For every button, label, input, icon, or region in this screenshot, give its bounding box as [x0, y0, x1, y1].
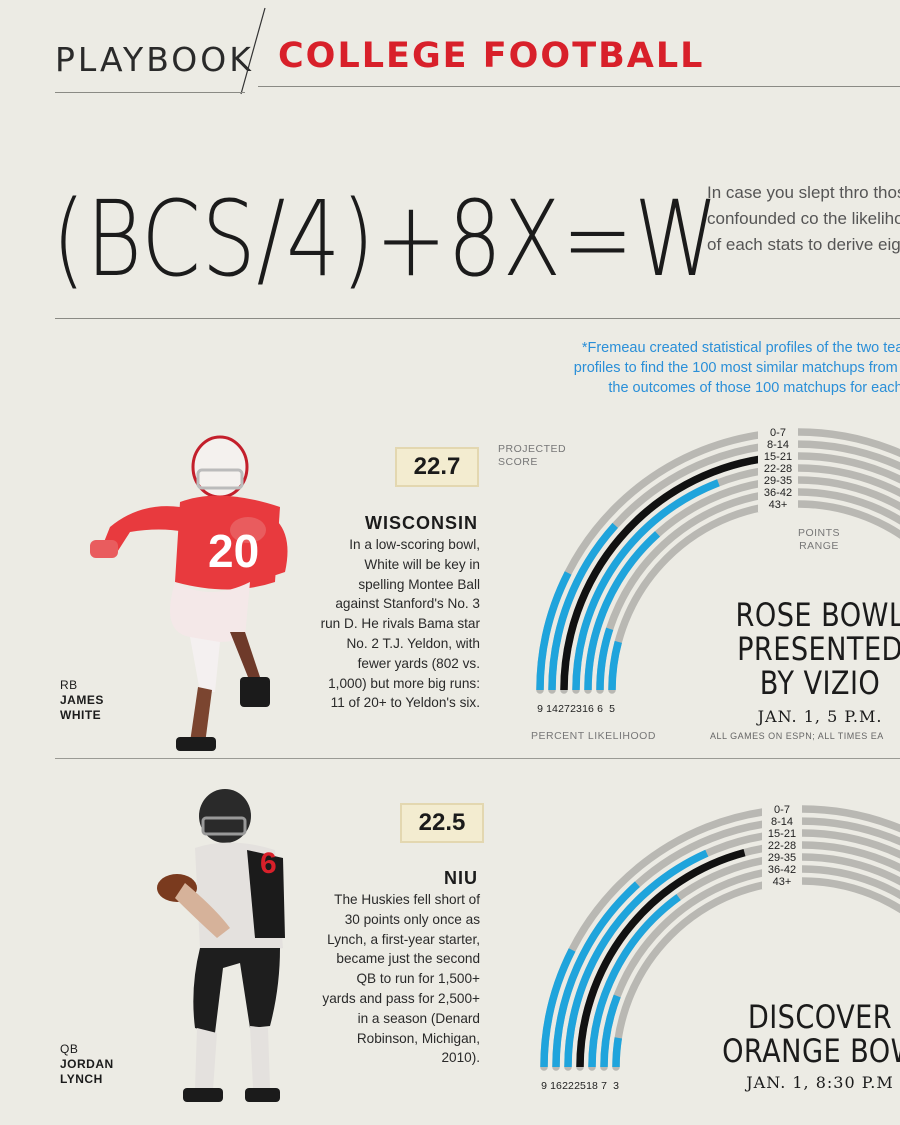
likelihood-bar-36-42 — [596, 627, 614, 691]
points-range-text: POINTS RANGE — [797, 527, 841, 552]
bowl-name-line: ROSE BOWL — [735, 596, 900, 634]
likelihood-bar-15-21 — [564, 849, 709, 1068]
header-rule-left — [55, 92, 245, 93]
bowl-date: JAN. 1, 8:30 P.M — [746, 1073, 894, 1092]
bowl-name-line: BY VIZIO — [759, 664, 881, 702]
range-label: 43+ — [769, 499, 788, 511]
value-label: 9 — [537, 703, 543, 715]
headline-formula: (BCS/4)+8X=W — [52, 178, 720, 300]
projected-score: 22.7 — [395, 447, 479, 487]
range-label: 29-35 — [768, 852, 796, 864]
value-label: 16 — [582, 703, 594, 715]
range-label: 36-42 — [764, 487, 792, 499]
player-caption: RB JAMES WHITE — [60, 678, 104, 723]
range-label: 8-14 — [767, 439, 789, 451]
headline-rule — [55, 318, 900, 319]
likelihood-bar-0-7 — [536, 571, 572, 691]
section-label: PLAYBOOK — [55, 40, 254, 79]
value-label: 6 — [597, 703, 603, 715]
value-label: 18 — [586, 1080, 598, 1092]
likelihood-bar-43+ — [608, 640, 622, 691]
likelihood-bar-29-35 — [588, 894, 681, 1068]
intro-text: In case you slept thro those confounded … — [707, 183, 900, 254]
range-label: 0-7 — [770, 427, 786, 439]
team-blurb: In a low-scoring bowl, White will be key… — [320, 537, 480, 711]
topic-label: COLLEGE FOOTBALL — [278, 36, 705, 76]
likelihood-bar-36-42 — [600, 994, 621, 1068]
range-label: 22-28 — [768, 840, 796, 852]
range-label: 8-14 — [771, 816, 793, 828]
range-label: 29-35 — [764, 475, 792, 487]
bowl-name-line: DISCOVER — [747, 998, 893, 1036]
value-label: 23 — [570, 703, 582, 715]
chart-rings: 0-7 9 8-14 16 15-21 22 22-28 25 29-35 18 36-42 7 43+… — [540, 801, 900, 1092]
player-first-name: JORDAN — [60, 1057, 114, 1071]
percent-likelihood-label: PERCENT LIKELIHOOD — [531, 730, 656, 742]
value-label: 9 — [541, 1080, 547, 1092]
footnote-line: *Fremeau created statistical profiles of… — [581, 340, 900, 356]
value-label: 25 — [574, 1080, 586, 1092]
jersey-number: 6 — [260, 847, 277, 880]
broadcast-note: ALL GAMES ON ESPN; ALL TIMES EA — [710, 731, 884, 741]
value-label: 5 — [609, 703, 615, 715]
footnote: *Fremeau created statistical profiles of… — [470, 338, 900, 398]
range-label: 0-7 — [774, 804, 790, 816]
likelihood-bar-22-28 — [572, 479, 720, 691]
player-first-name: JAMES — [60, 693, 104, 707]
team-blurb: The Huskies fell short of 30 points only… — [322, 892, 480, 1066]
player-position: QB — [60, 1042, 79, 1056]
chart-rings: 0-7 9 8-14 14 15-21 27 22-28 23 29-35 16 36-42 6 43+… — [536, 424, 900, 715]
range-label: 15-21 — [768, 828, 796, 840]
footnote-line: the outcomes of those 100 matchups for e… — [608, 380, 900, 396]
player-photo: 6 — [157, 789, 285, 1102]
points-chart: 0-7 9 8-14 14 15-21 27 22-28 23 29-35 16 36-42 6 43+… — [536, 424, 900, 715]
likelihood-bar-15-21 — [560, 455, 762, 691]
player-caption: QB JORDAN LYNCH — [60, 1042, 114, 1087]
likelihood-bar-43+ — [612, 1037, 623, 1068]
bowl-date: JAN. 1, 5 P.M. — [757, 707, 883, 726]
likelihood-bar-0-7 — [540, 948, 576, 1068]
likelihood-bar-29-35 — [584, 531, 661, 691]
range-label: 43+ — [773, 876, 792, 888]
points-chart: 0-7 9 8-14 16 15-21 22 22-28 25 29-35 18 36-42 7 43+… — [540, 801, 900, 1092]
likelihood-bar-22-28 — [576, 848, 746, 1068]
projected-score-label: PROJECTED SCORE — [498, 443, 567, 468]
team-name: NIU — [444, 868, 478, 888]
player-last-name: WHITE — [60, 708, 102, 722]
player-photo: 20 — [90, 435, 288, 751]
bowl-name: DISCOVER ORANGE BOW — [718, 1000, 900, 1068]
player-last-name: LYNCH — [60, 1072, 103, 1086]
likelihood-bar-8-14 — [548, 522, 618, 691]
value-label: 22 — [562, 1080, 574, 1092]
header-slash — [240, 7, 266, 95]
projected-score: 22.5 — [400, 803, 484, 843]
bowl-name-line: PRESENTED — [737, 630, 900, 668]
value-label: 16 — [550, 1080, 562, 1092]
header-rule-right — [258, 86, 900, 87]
value-label: 27 — [558, 703, 570, 715]
jersey-number: 20 — [208, 525, 259, 577]
value-label: 14 — [546, 703, 558, 715]
range-label: 22-28 — [764, 463, 792, 475]
footnote-line: profiles to find the 100 most similar ma… — [573, 360, 900, 376]
bowl-name-line: ORANGE BOW — [722, 1032, 900, 1070]
range-label: 36-42 — [768, 864, 796, 876]
section-divider — [55, 758, 900, 759]
player-position: RB — [60, 678, 78, 692]
value-label: 3 — [613, 1080, 619, 1092]
bowl-name: ROSE BOWL PRESENTED BY VIZIO — [718, 598, 900, 700]
value-label: 7 — [601, 1080, 607, 1092]
points-range-label: POINTS RANGE — [794, 527, 844, 553]
likelihood-bar-8-14 — [552, 881, 640, 1068]
team-name: WISCONSIN — [364, 513, 478, 533]
label-backdrop — [762, 801, 802, 889]
label-backdrop — [758, 424, 798, 512]
range-label: 15-21 — [764, 451, 792, 463]
